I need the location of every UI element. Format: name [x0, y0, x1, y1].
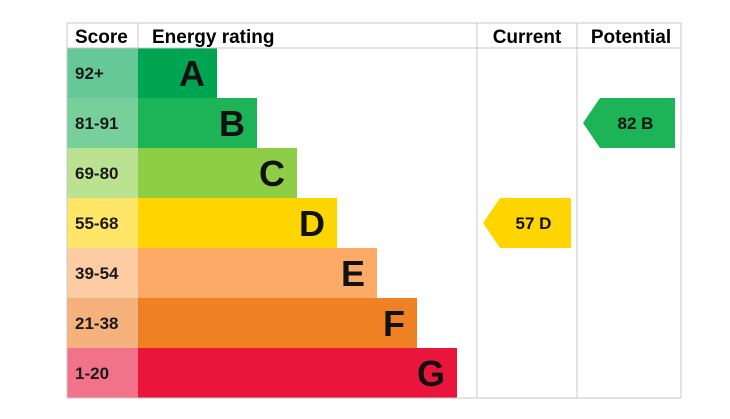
score-cell-d: [67, 198, 138, 248]
current-header: Current: [493, 27, 562, 48]
band-bar-f: [138, 298, 417, 348]
band-letter-e: E: [341, 253, 365, 294]
current-arrow: [483, 198, 571, 248]
table-grid: [66, 22, 682, 399]
score-range-d: 55-68: [75, 214, 118, 233]
score-cell-g: [67, 348, 138, 398]
band-letter-f: F: [383, 303, 405, 344]
score-cell-e: [67, 248, 138, 298]
band-bar-c: [138, 148, 297, 198]
score-cell-a: [67, 48, 138, 98]
band-letter-b: B: [219, 103, 245, 144]
score-range-c: 69-80: [75, 164, 118, 183]
potential-header: Potential: [591, 27, 671, 48]
score-cell-c: [67, 148, 138, 198]
rating-bands: 92+ A 81-91 B 69-80 C 55-68 D 39-54 E 21-38 F 1-20 G: [67, 48, 457, 398]
score-range-g: 1-20: [75, 364, 109, 383]
score-range-e: 39-54: [75, 264, 119, 283]
energy-rating-header: Energy rating: [152, 27, 274, 48]
band-letter-c: C: [259, 153, 285, 194]
potential-rating-label: 82 B: [618, 114, 654, 133]
potential-arrow: [583, 98, 675, 148]
band-letter-d: D: [299, 203, 325, 244]
band-bar-d: [138, 198, 337, 248]
header-row: Score Energy rating Current Potential: [75, 27, 671, 48]
band-bar-g: [138, 348, 457, 398]
score-range-b: 81-91: [75, 114, 118, 133]
score-range-a: 92+: [75, 64, 104, 83]
score-cell-f: [67, 298, 138, 348]
score-header: Score: [75, 27, 128, 48]
band-letter-a: A: [179, 53, 205, 94]
score-cell-b: [67, 98, 138, 148]
band-bar-a: [138, 48, 217, 98]
current-rating-label: 57 D: [516, 214, 552, 233]
band-bar-b: [138, 98, 257, 148]
score-range-f: 21-38: [75, 314, 118, 333]
band-bar-e: [138, 248, 377, 298]
rating-arrows: 57 D 82 B: [483, 98, 675, 248]
band-letter-g: G: [417, 353, 445, 394]
